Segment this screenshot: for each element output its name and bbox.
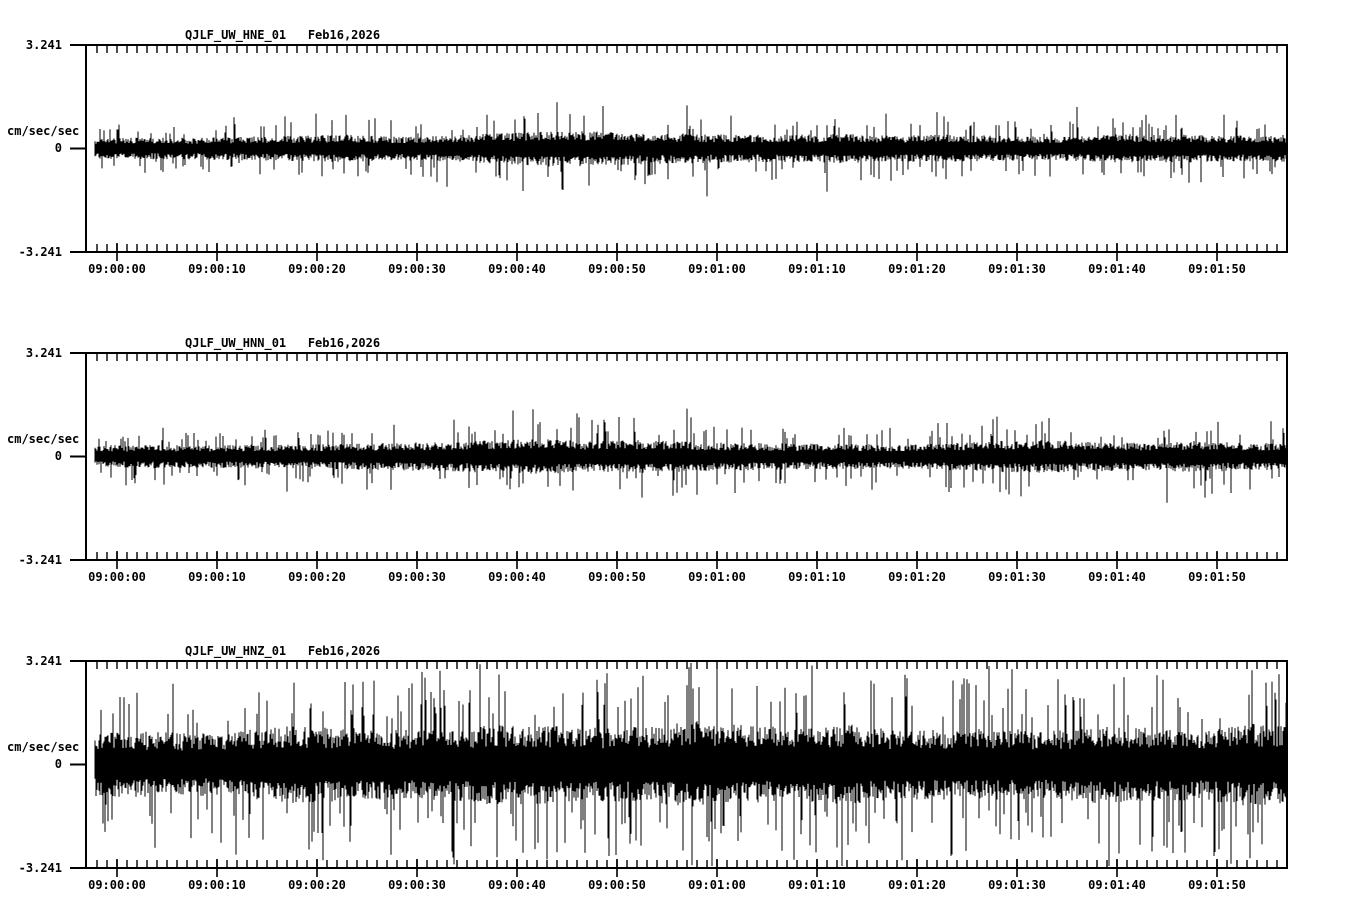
x-tick-label: 09:00:40 [488,262,546,276]
y-max-label: 3.241 [25,346,62,360]
x-tick-label: 09:00:20 [288,262,346,276]
x-tick-label: 09:00:40 [488,570,546,584]
x-tick-label: 09:01:20 [888,570,946,584]
x-tick-label: 09:00:20 [288,570,346,584]
x-tick-label: 09:01:10 [788,570,846,584]
x-tick-label: 09:01:50 [1188,262,1246,276]
x-tick-label: 09:01:00 [688,570,746,584]
y-min-label: -3.241 [18,553,62,567]
x-tick-label: 09:00:40 [488,878,546,892]
x-tick-label: 09:00:10 [188,878,246,892]
plot-box [85,352,1288,561]
x-tick-label: 09:01:30 [988,262,1046,276]
x-tick-label: 09:00:50 [588,570,646,584]
x-tick-label: 09:00:30 [388,878,446,892]
x-tick-label: 09:01:00 [688,262,746,276]
x-tick-label: 09:00:10 [188,262,246,276]
x-tick-label: 09:01:10 [788,262,846,276]
plot-box [85,660,1288,869]
y-min-label: -3.241 [18,245,62,259]
x-tick-label: 09:00:50 [588,262,646,276]
x-tick-label: 09:01:50 [1188,878,1246,892]
x-tick-label: 09:00:30 [388,570,446,584]
waveform-panel-qjlf_uw_hnz_01 [70,660,1288,877]
waveform-panel-qjlf_uw_hne_01 [70,44,1288,261]
x-tick-label: 09:00:50 [588,878,646,892]
x-tick-label: 09:00:00 [88,570,146,584]
x-tick-label: 09:00:00 [88,878,146,892]
y-zero-label: 0 [54,449,62,463]
plot-box [85,44,1288,253]
x-tick-label: 09:00:00 [88,262,146,276]
x-tick-label: 09:01:20 [888,262,946,276]
y-units-label: cm/sec/sec [7,740,80,754]
x-tick-label: 09:01:40 [1088,570,1146,584]
y-zero-label: 0 [54,757,62,771]
y-zero-label: 0 [54,141,62,155]
x-tick-label: 09:01:30 [988,878,1046,892]
y-min-label: -3.241 [18,861,62,875]
waveform-panel-qjlf_uw_hnn_01 [70,352,1288,569]
y-units-label: cm/sec/sec [7,432,80,446]
x-tick-label: 09:00:20 [288,878,346,892]
x-tick-label: 09:01:50 [1188,570,1246,584]
x-tick-label: 09:01:20 [888,878,946,892]
panel-title: QJLF_UW_HNE_01 Feb16,2026 [185,28,381,42]
panel-title: QJLF_UW_HNZ_01 Feb16,2026 [185,644,381,658]
y-max-label: 3.241 [25,38,62,52]
x-tick-label: 09:01:00 [688,878,746,892]
x-tick-label: 09:01:40 [1088,878,1146,892]
panel-title: QJLF_UW_HNN_01 Feb16,2026 [185,336,381,350]
x-tick-label: 09:01:10 [788,878,846,892]
x-tick-label: 09:01:40 [1088,262,1146,276]
x-tick-label: 09:01:30 [988,570,1046,584]
x-tick-label: 09:00:10 [188,570,246,584]
x-tick-label: 09:00:30 [388,262,446,276]
y-units-label: cm/sec/sec [7,124,80,138]
y-max-label: 3.241 [25,654,62,668]
